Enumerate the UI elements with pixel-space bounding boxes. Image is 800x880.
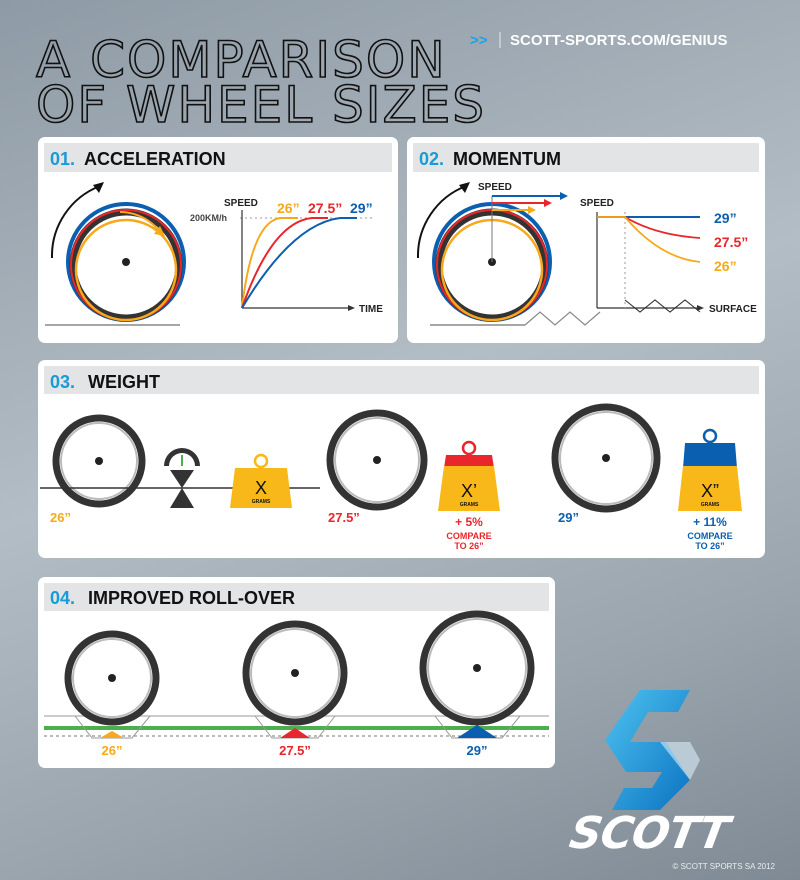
weight-unit: GRAMS: [460, 502, 479, 508]
scott-wordmark: SCOTT: [566, 808, 737, 859]
weight-note: COMPARE: [687, 531, 732, 541]
series-label-27-5: 27.5”: [308, 200, 342, 216]
weight-unit: GRAMS: [701, 502, 720, 508]
series-label-26: 26”: [714, 258, 737, 274]
url-link[interactable]: SCOTT-SPORTS.COM/GENIUS: [510, 32, 728, 49]
curve-26: [241, 217, 298, 309]
panel-roll-over: 04. IMPROVED ROLL-OVER 26” 27.5” 29”: [38, 577, 555, 768]
series-label-27-5: 27.5”: [714, 234, 748, 250]
weight-value: X”: [701, 481, 719, 501]
weight-unit: GRAMS: [252, 499, 271, 505]
weight-note: TO 26”: [695, 541, 724, 551]
panel-momentum: 02. MOMENTUM SPEED SPEED SURFACE 29” 27.…: [407, 137, 765, 343]
section-title: MOMENTUM: [453, 149, 561, 169]
scott-logo: SCOTT © SCOTT SPORTS SA 2012: [566, 690, 776, 871]
curve-29: [241, 217, 357, 309]
section-title: IMPROVED ROLL-OVER: [88, 588, 295, 608]
copyright: © SCOTT SPORTS SA 2012: [672, 862, 775, 871]
weight-26-icon: X GRAMS: [230, 453, 292, 508]
size-label-26: 26”: [102, 743, 123, 758]
section-number: 04.: [50, 588, 75, 608]
rotation-arrow-icon: [416, 185, 467, 259]
section-number: 03.: [50, 372, 75, 392]
section-number: 01.: [50, 149, 75, 169]
weight-delta: + 11%: [693, 515, 727, 529]
series-label-26: 26”: [277, 200, 300, 216]
x-axis-label: SURFACE: [709, 304, 757, 315]
speed-arrow-label: SPEED: [478, 182, 512, 193]
panel-acceleration: 01. ACCELERATION SPEED 200KM/h TIME 26” …: [38, 137, 398, 343]
weight-note: COMPARE: [446, 531, 491, 541]
weight-delta: + 5%: [455, 515, 483, 529]
weight-note: TO 26”: [454, 541, 483, 551]
size-label-29: 29”: [558, 510, 579, 525]
x-axis-label: TIME: [359, 304, 383, 315]
scale-icon: [40, 448, 320, 508]
rotation-arrow-icon: [50, 185, 101, 259]
reference-label: 200KM/h: [190, 213, 227, 223]
size-label-27-5: 27.5”: [279, 743, 311, 758]
weight-value: X’: [461, 481, 477, 501]
section-number: 02.: [419, 149, 444, 169]
panel-weight: 03. WEIGHT 26” 27.5” 29” X GRAMS X’ GRAM…: [38, 360, 765, 558]
y-axis-label: SPEED: [580, 198, 614, 209]
title-line-1: A COMPARISON: [36, 31, 447, 89]
size-label-29: 29”: [467, 743, 488, 758]
section-title: WEIGHT: [88, 372, 160, 392]
series-label-29: 29”: [350, 200, 373, 216]
title-line-2: OF WHEEL SIZES: [36, 76, 486, 134]
wheel-hub: [122, 258, 130, 266]
weight-value: X: [255, 478, 267, 498]
size-label-26: 26”: [50, 510, 71, 525]
weight-29-icon: X” GRAMS + 11% COMPARE TO 26”: [678, 428, 742, 551]
series-label-29: 29”: [714, 210, 737, 226]
curve-26: [597, 216, 701, 263]
y-axis-label: SPEED: [224, 198, 258, 209]
curve-27-5: [241, 217, 328, 309]
weight-27-5-icon: X’ GRAMS + 5% COMPARE TO 26”: [438, 440, 500, 551]
section-title: ACCELERATION: [84, 149, 226, 169]
size-label-27-5: 27.5”: [328, 510, 360, 525]
url-arrows-icon: >>: [470, 32, 488, 49]
scott-s-icon: [605, 690, 690, 810]
